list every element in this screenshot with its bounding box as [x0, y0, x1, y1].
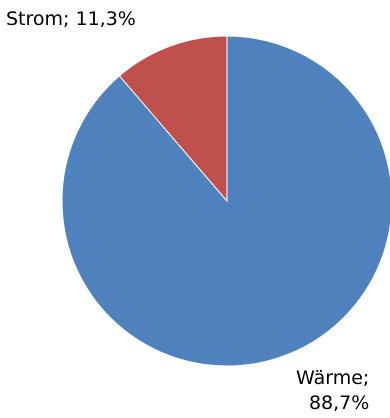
slice-label-waerme-line1: Wärme;: [296, 367, 370, 389]
slice-label-strom: Strom; 11,3%: [6, 8, 136, 30]
slice-label-waerme-line2: 88,7%: [308, 392, 370, 414]
pie-slice-w-rme: [61, 35, 390, 367]
pie-slice-strom: [118, 35, 228, 203]
slice-label-waerme: Wärme; 88,7%: [296, 366, 369, 416]
